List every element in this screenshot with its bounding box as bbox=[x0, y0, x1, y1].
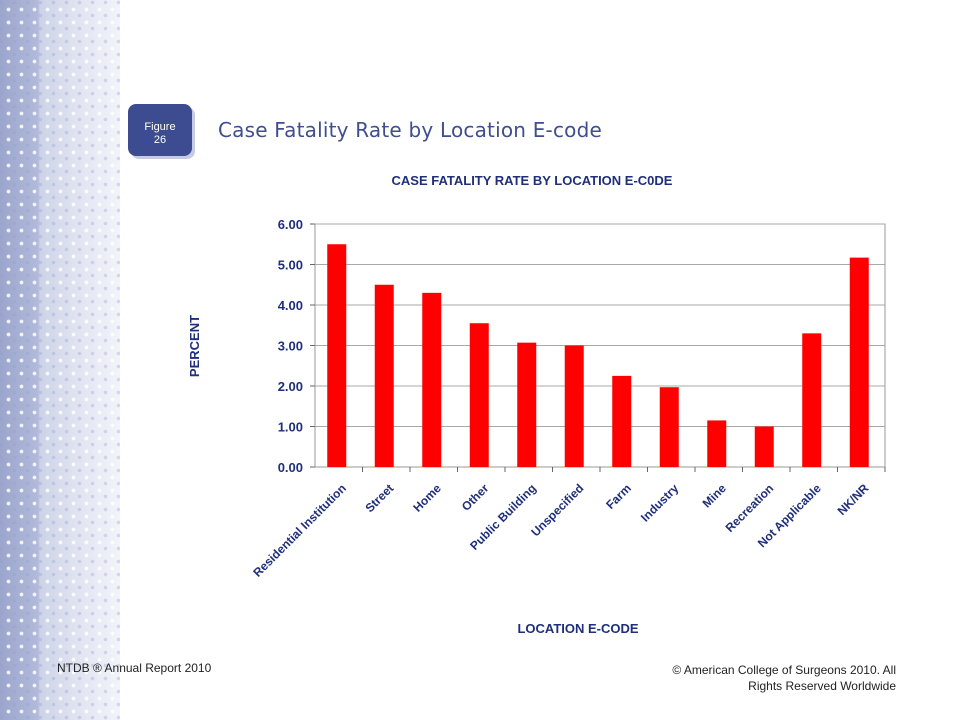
figure-label: Figure bbox=[144, 121, 176, 133]
x-axis-label: LOCATION E-CODE bbox=[517, 621, 638, 636]
side-dot-pattern-secondary bbox=[0, 0, 120, 720]
y-axis-label: PERCENT bbox=[187, 315, 202, 377]
bar bbox=[374, 284, 394, 467]
bar bbox=[469, 323, 489, 467]
bar bbox=[802, 333, 822, 467]
y-tick-label: 3.00 bbox=[278, 339, 303, 354]
footer-report-label: NTDB ® Annual Report 2010 bbox=[57, 661, 212, 675]
x-tick-label: Residential Institution bbox=[250, 481, 349, 580]
chart-title: CASE FATALITY RATE BY LOCATION E-C0DE bbox=[392, 173, 673, 188]
x-tick-label: Home bbox=[410, 481, 444, 515]
x-tick-label: NK/NR bbox=[835, 481, 872, 518]
x-tick-label: Farm bbox=[603, 481, 634, 512]
bar bbox=[564, 345, 584, 467]
bar bbox=[659, 387, 679, 467]
bar bbox=[327, 244, 347, 467]
slide-title: Case Fatality Rate by Location E-code bbox=[218, 118, 603, 142]
footer-copyright-line2: Rights Reserved Worldwide bbox=[748, 679, 896, 693]
x-tick-label: Mine bbox=[700, 481, 729, 510]
bar bbox=[612, 375, 632, 467]
figure-number: 26 bbox=[153, 134, 167, 146]
y-tick-label: 4.00 bbox=[278, 298, 303, 313]
y-tick-label: 1.00 bbox=[278, 420, 303, 435]
x-tick-label: Street bbox=[362, 481, 396, 515]
y-tick-label: 0.00 bbox=[278, 460, 303, 475]
bar bbox=[517, 342, 537, 467]
x-tick-label: Industry bbox=[638, 481, 682, 525]
figure-badge: Figure 26 bbox=[128, 104, 192, 156]
x-tick-label: Other bbox=[459, 481, 492, 514]
y-tick-label: 5.00 bbox=[278, 258, 303, 273]
bar bbox=[849, 257, 869, 467]
y-tick-label: 2.00 bbox=[278, 379, 303, 394]
side-dot-pattern bbox=[0, 0, 120, 720]
bar bbox=[422, 292, 442, 467]
footer-copyright-line1: © American College of Surgeons 2010. All bbox=[672, 663, 896, 677]
bar bbox=[754, 426, 774, 467]
footer-copyright: © American College of Surgeons 2010. All… bbox=[640, 662, 896, 694]
y-tick-label: 6.00 bbox=[278, 217, 303, 232]
bar bbox=[707, 420, 727, 467]
